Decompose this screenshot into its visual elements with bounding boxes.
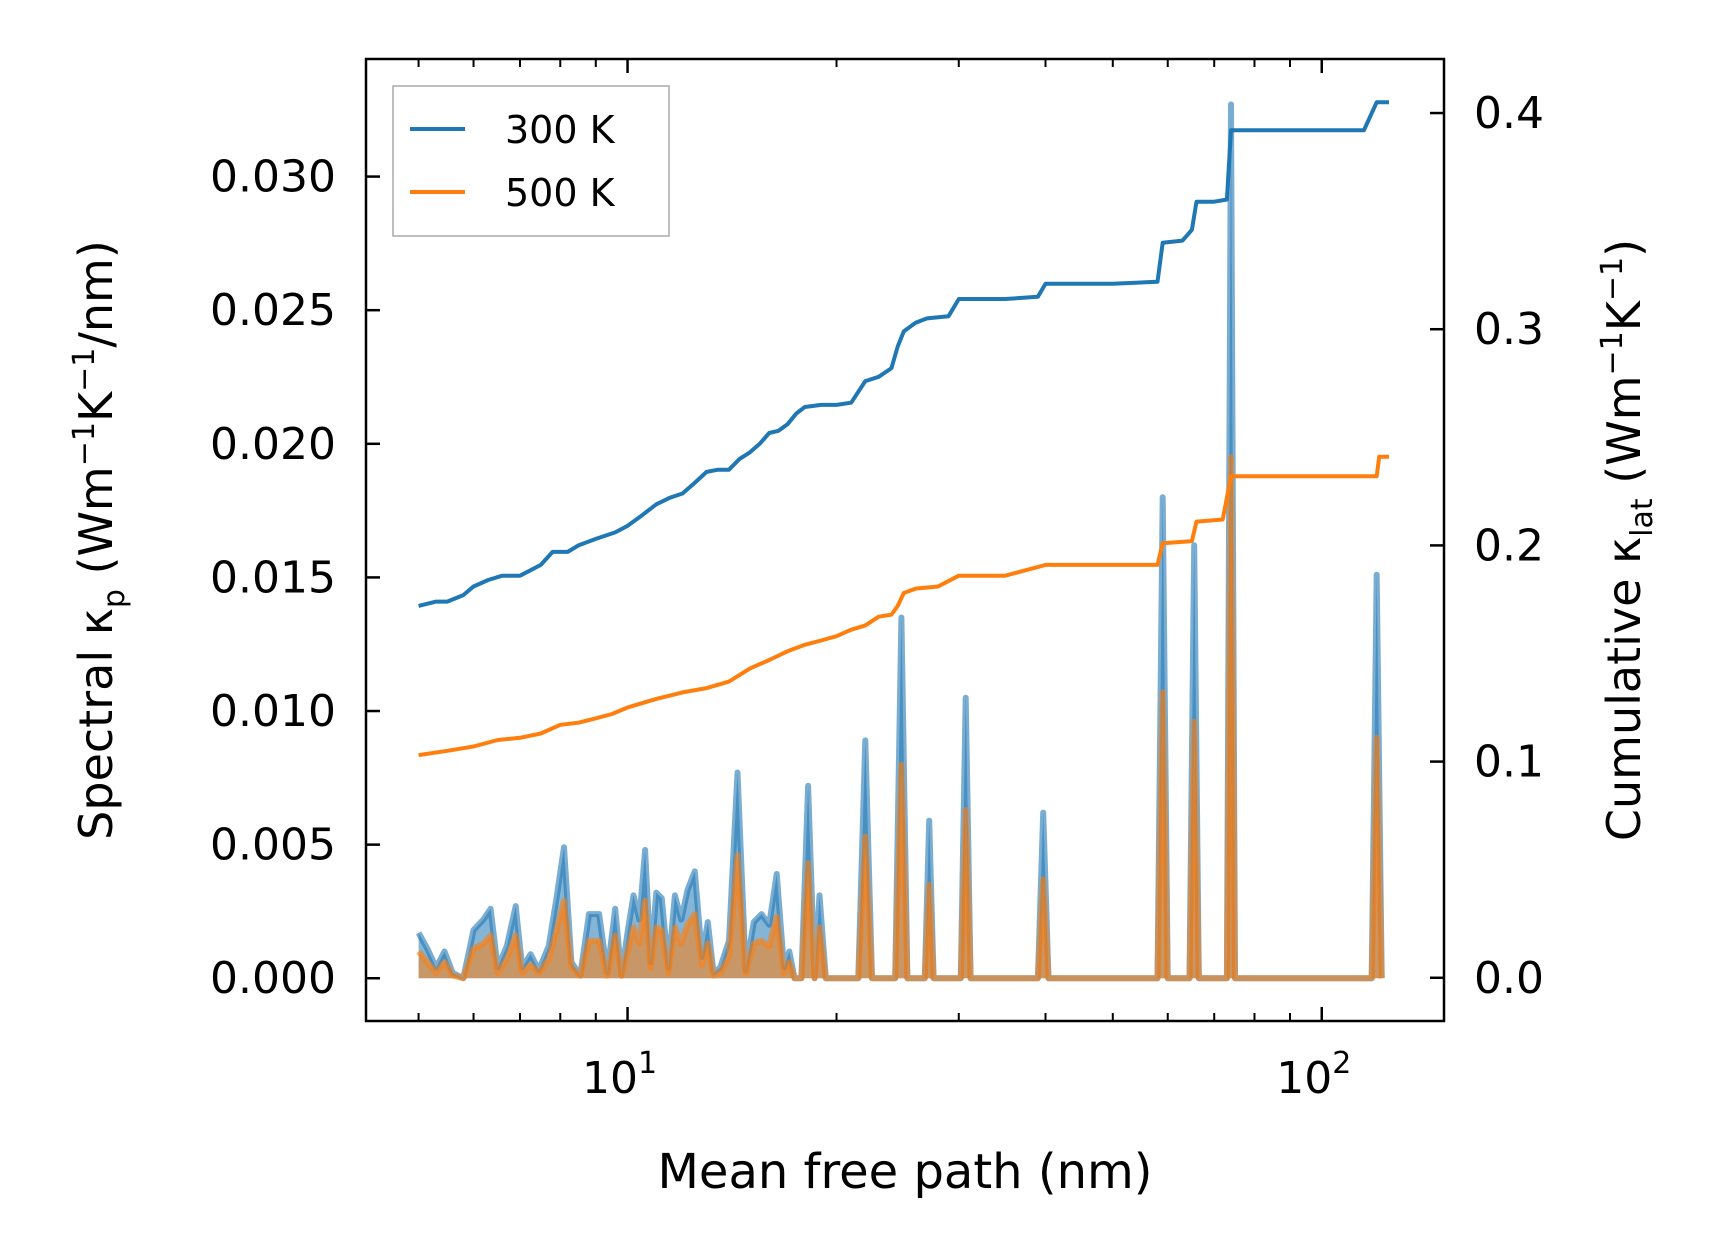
left-tick-label: 0.020 — [210, 419, 336, 470]
left-tick-label: 0.005 — [210, 820, 336, 871]
y-axis-label-left: Spectral κp (Wm−1K−1/nm) — [67, 240, 132, 840]
left-tick-label: 0.015 — [210, 552, 336, 603]
left-tick-label: 0.025 — [210, 285, 336, 336]
axis-ticks-layer: 0.000 0.005 0.010 0.015 0.020 0.025 0.030 0.0 0.… — [210, 59, 1544, 1104]
legend-label-300k: 300 K — [505, 108, 616, 152]
right-tick-label: 0.3 — [1474, 304, 1544, 355]
x-axis-label: Mean free path (nm) — [658, 1144, 1153, 1200]
legend: 300 K 500 K — [392, 85, 670, 237]
cumulative-line-300k — [418, 100, 1389, 608]
legend-label-500k: 500 K — [505, 171, 616, 215]
x-tick-label: 101 — [582, 1046, 657, 1104]
y-axis-label-right: Cumulative κlat (Wm−1K−1) — [1595, 239, 1660, 841]
left-tick-label: 0.000 — [210, 953, 336, 1004]
spectral-series-layer — [415, 101, 1385, 982]
spectral-line-500k — [416, 454, 1385, 982]
right-tick-label: 0.0 — [1474, 953, 1544, 1004]
right-tick-label: 0.4 — [1474, 88, 1544, 139]
cumulative-series-layer — [418, 100, 1389, 758]
cumulative-line-500k — [418, 454, 1389, 758]
plot-frame — [364, 57, 1446, 1023]
x-tick-label: 102 — [1276, 1046, 1351, 1104]
legend-box — [392, 85, 670, 237]
right-tick-label: 0.2 — [1474, 520, 1544, 571]
left-tick-label: 0.030 — [210, 152, 336, 203]
left-tick-label: 0.010 — [210, 686, 336, 737]
right-tick-label: 0.1 — [1474, 737, 1544, 788]
